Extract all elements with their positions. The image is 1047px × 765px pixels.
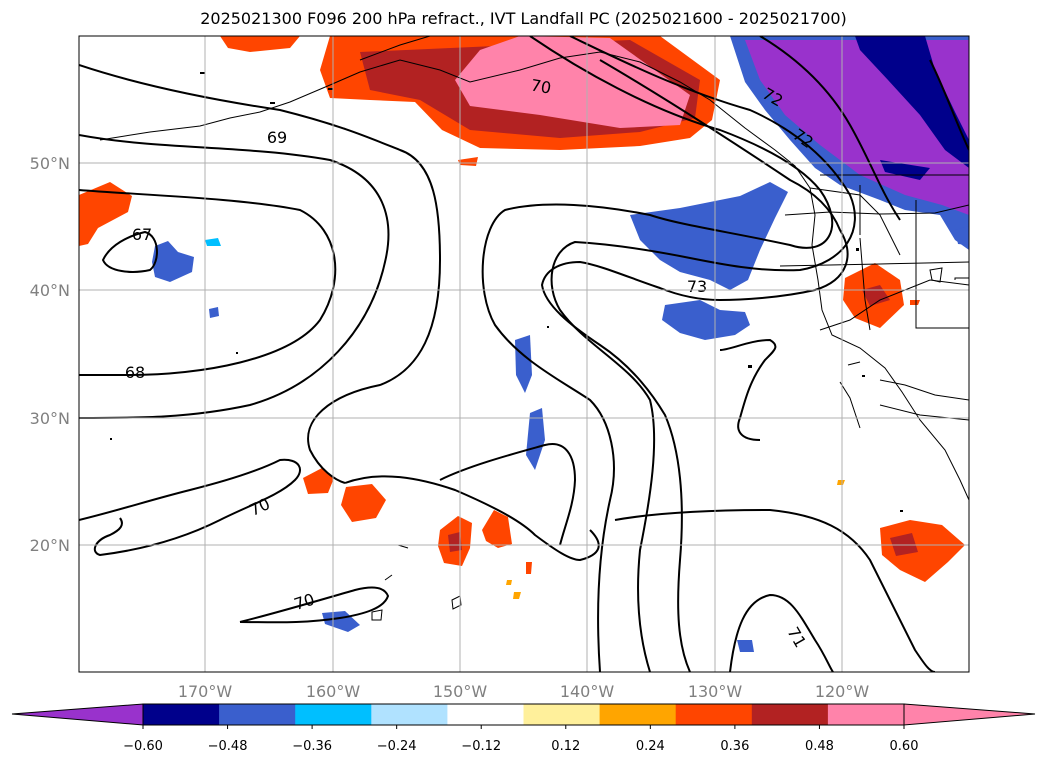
colorbar-segment <box>143 704 220 725</box>
colorbar-tick-label: 0.48 <box>805 739 834 754</box>
colorbar-segment <box>447 704 524 725</box>
lon-label-160w: 160°W <box>306 682 361 701</box>
colorbar-segment <box>599 704 677 725</box>
lon-label-170w: 170°W <box>178 682 233 701</box>
colorbar-tick-label: 0.36 <box>720 739 749 754</box>
lat-label-30n: 30°N <box>30 409 70 428</box>
lon-label-140w: 140°W <box>560 682 615 701</box>
colorbar-segment <box>219 704 296 725</box>
colorbar-segment <box>371 704 448 725</box>
colorbar-under-arrow <box>11 703 144 726</box>
colorbar-segment <box>295 704 372 725</box>
contour-label-69: 69 <box>267 128 287 147</box>
colorbar-tick-label: −0.12 <box>461 739 501 754</box>
lat-label-50n: 50°N <box>30 154 70 173</box>
contour-label-73: 73 <box>687 277 707 296</box>
map-title: 2025021300 F096 200 hPa refract., IVT La… <box>200 9 847 28</box>
gridlines <box>79 36 969 672</box>
colorbar-tick-labels: −0.60 −0.48 −0.36 −0.24 −0.12 0.12 0.24 0.36 0.4… <box>123 725 918 754</box>
colorbar-tick-label: −0.60 <box>123 739 163 754</box>
lon-label-120w: 120°W <box>815 682 870 701</box>
contour-label-70-north: 70 <box>529 75 552 97</box>
colorbar: −0.60 −0.48 −0.36 −0.24 −0.12 0.12 0.24 0.36 0.4… <box>11 703 1036 754</box>
negative-shading <box>152 36 969 652</box>
colorbar-segment <box>751 704 829 725</box>
lon-label-150w: 150°W <box>433 682 488 701</box>
lat-label-20n: 20°N <box>30 536 70 555</box>
coastlines <box>99 36 969 501</box>
islands <box>110 72 903 512</box>
colorbar-tick-label: −0.48 <box>208 739 248 754</box>
colorbar-tick-label: −0.24 <box>377 739 417 754</box>
longitude-labels: 170°W 160°W 150°W 140°W 130°W 120°W <box>178 682 870 701</box>
colorbar-segment <box>675 704 753 725</box>
map-frame <box>78 35 970 673</box>
colorbar-over-arrow <box>903 703 1036 726</box>
lon-label-130w: 130°W <box>688 682 743 701</box>
colorbar-tick-label: −0.36 <box>292 739 332 754</box>
lat-label-40n: 40°N <box>30 281 70 300</box>
latitude-labels: 50°N 40°N 30°N 20°N <box>30 154 70 555</box>
colorbar-segment <box>523 704 601 725</box>
colorbar-tick-label: 0.60 <box>890 739 919 754</box>
contour-label-67: 67 <box>132 225 152 244</box>
geopotential-contours <box>79 36 969 672</box>
colorbar-tick-label: 0.12 <box>551 739 580 754</box>
map-area: 70 69 67 68 73 72 72 70 70 71 <box>79 36 969 672</box>
contour-label-68: 68 <box>125 363 145 382</box>
colorbar-segments <box>142 703 905 726</box>
islands-outline <box>371 267 943 621</box>
colorbar-tick-label: 0.24 <box>636 739 665 754</box>
colorbar-segment <box>827 704 905 725</box>
